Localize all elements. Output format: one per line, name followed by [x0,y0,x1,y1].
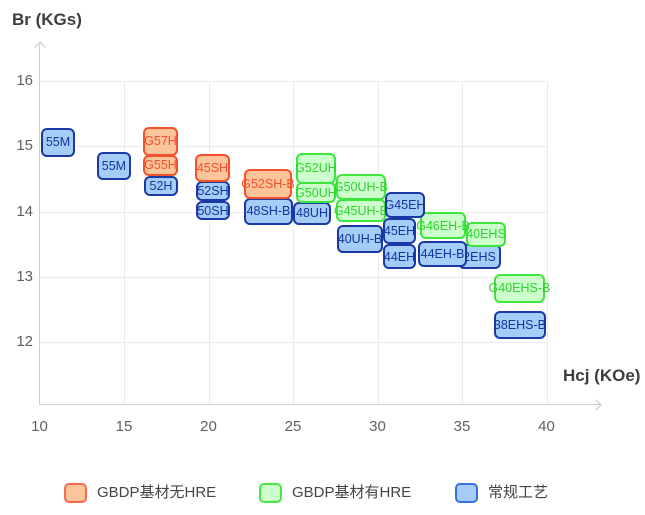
gridline [208,81,210,404]
x-tick-label: 30 [369,418,386,435]
grade-box-40EHS[interactable]: 40EHS [466,221,506,247]
y-axis-line [39,44,40,405]
grade-box-52H[interactable]: 52H [143,176,179,196]
grade-box-G52SH-B[interactable]: G52SH-B [241,169,295,200]
x-axis-line [39,404,600,405]
x-tick-label: 40 [538,418,555,435]
legend: GBDP基材无HRE GBDP基材有HRE 常规工艺 [0,481,645,507]
grade-box-38EHS-B[interactable]: 38EHS-B [494,310,546,339]
grade-box-G52UH[interactable]: G52UH [295,152,337,185]
y-tick-label: 15 [16,137,33,155]
grade-box-44EH-B[interactable]: 44EH-B [418,240,468,267]
y-tick-label: 13 [16,267,33,285]
legend-swatch [259,483,282,503]
grade-box-48SH-B[interactable]: 48SH-B [243,197,293,226]
grade-box-G40EHS-B[interactable]: G40EHS-B [489,274,550,303]
grade-box-G46EH-B[interactable]: G46EH-B [416,212,470,239]
x-axis-arrow-icon [590,399,602,411]
grade-box-40UH-B[interactable]: 40UH-B [336,225,384,254]
grade-box-G45UH-B[interactable]: G45UH-B [334,199,388,222]
grade-box-45EH[interactable]: 45EH [383,218,417,245]
x-tick-label: 25 [284,418,302,435]
legend-item-label: GBDP基材有HRE [292,484,412,501]
legend-swatch [455,483,478,503]
grade-box-G50UH-B[interactable]: G50UH-B [334,174,388,200]
gridline [546,81,548,404]
y-axis-title: Br (KGs) [12,10,82,29]
grade-box-G45EH[interactable]: G45EH [384,191,425,219]
grade-box-G55H[interactable]: G55H [142,154,179,177]
x-tick-label: 35 [453,418,471,435]
legend-swatch [64,483,87,503]
y-axis-arrow-icon [34,41,46,53]
legend-item-label: 常规工艺 [488,484,549,501]
gridline [293,81,294,404]
grade-box-52SH[interactable]: 52SH [195,180,230,202]
grade-box-G57H[interactable]: G57H [142,126,179,157]
grade-box-55M[interactable]: 55M [96,152,131,181]
grade-box-50SH[interactable]: 50SH [195,201,230,220]
x-tick-label: 10 [31,418,48,435]
legend-item-label: GBDP基材无HRE [97,484,217,501]
y-tick-label: 12 [16,333,33,350]
x-tick-label: 20 [200,418,217,435]
grade-box-G50UH[interactable]: G50UH [295,182,337,203]
x-axis-title: Hcj (KOe) [563,366,641,385]
y-tick-label: 14 [16,202,33,220]
grade-box-45SH[interactable]: 45SH [194,154,230,183]
x-tick-label: 15 [115,418,133,435]
y-tick-label: 16 [16,72,33,89]
grade-box-55M[interactable]: 55M [41,127,75,157]
grade-box-48UH[interactable]: 48UH [293,201,332,226]
grade-box-44EH[interactable]: 44EH [383,244,417,269]
gridline [124,81,125,404]
